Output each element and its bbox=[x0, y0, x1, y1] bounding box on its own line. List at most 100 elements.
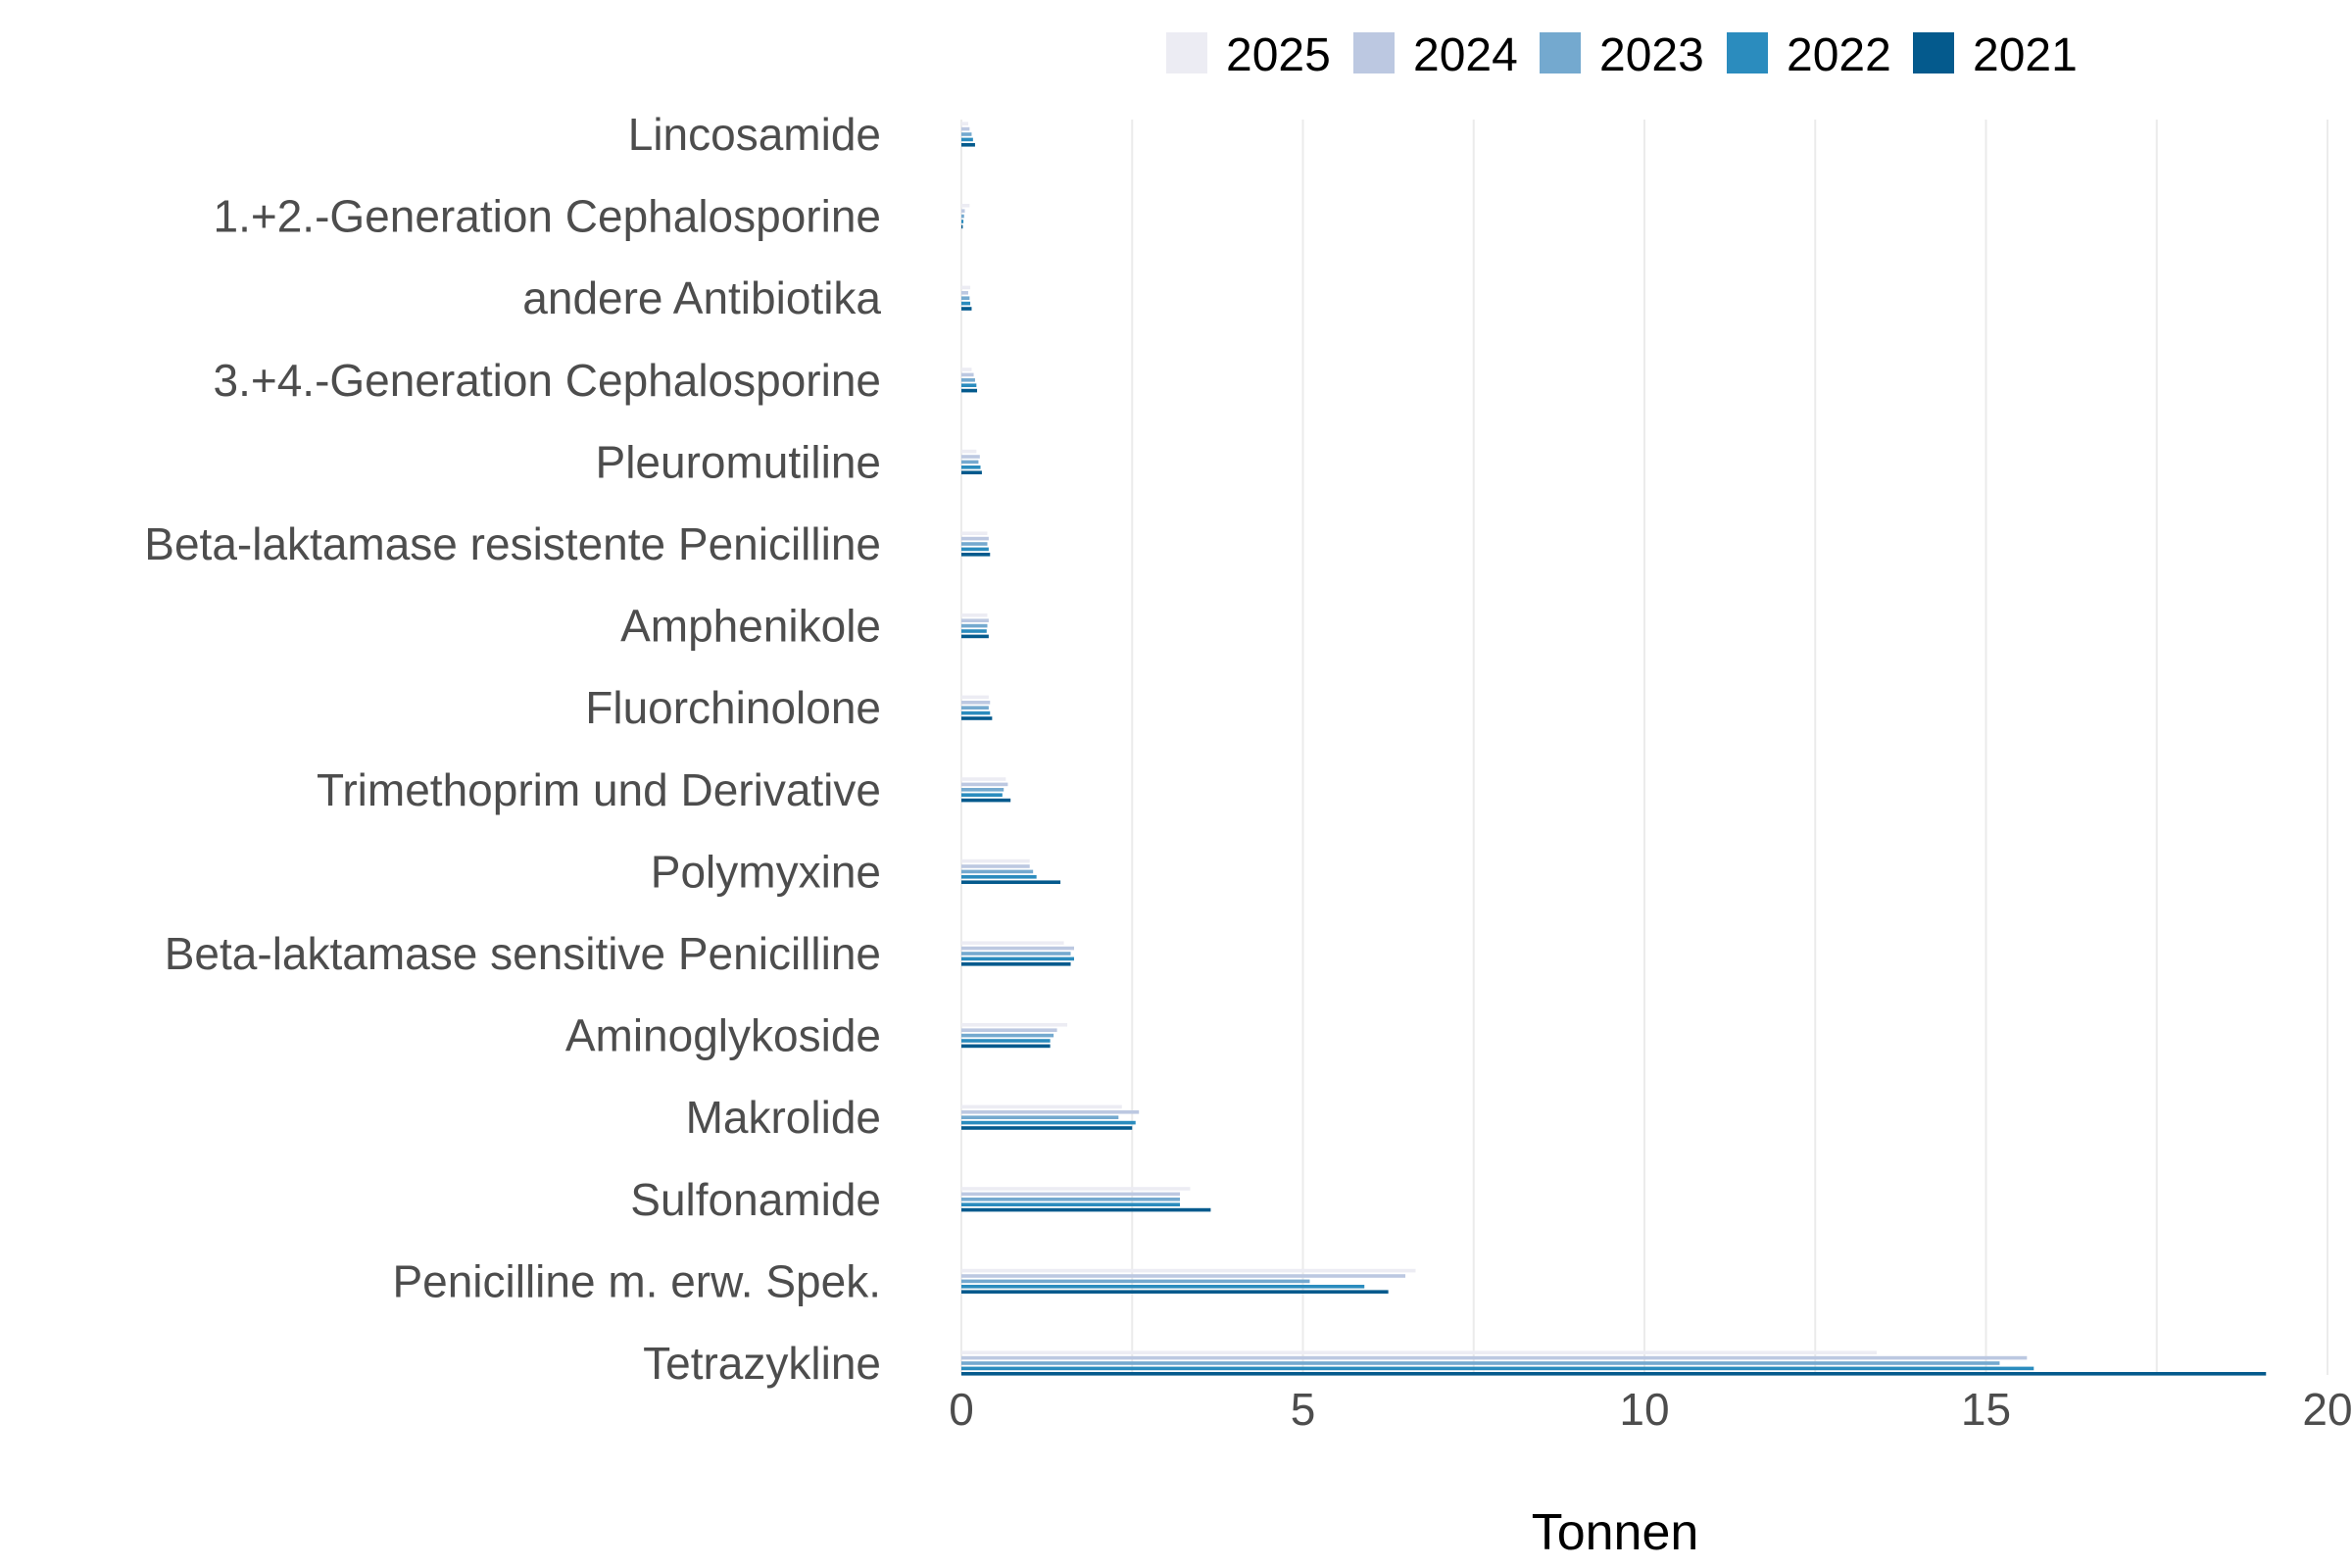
bar-2025-trimethoprim-und-derivative bbox=[961, 777, 1006, 781]
bar-2024-sulfonamide bbox=[961, 1192, 1181, 1197]
legend-item-2022: 2022 bbox=[1727, 29, 1891, 81]
legend-swatch bbox=[1727, 32, 1768, 74]
legend-item-2021: 2021 bbox=[1913, 29, 2078, 81]
category-label: Penicilline m. erw. Spek. bbox=[392, 1255, 881, 1306]
bar-2021-1-2-generation-cephalosporine bbox=[961, 224, 963, 229]
legend: 2025 2024 2023 2022 2021 bbox=[1166, 29, 2078, 81]
bar-2023-tetrazykline bbox=[961, 1361, 2000, 1365]
bar-2023-aminoglykoside bbox=[961, 1033, 1054, 1038]
bar-2024-makrolide bbox=[961, 1110, 1140, 1114]
grid-lines bbox=[960, 120, 2328, 1375]
bar-2022-tetrazykline bbox=[961, 1366, 2034, 1371]
bar-2022-aminoglykoside bbox=[961, 1039, 1051, 1043]
bar-2024-penicilline-m-erw-spek bbox=[961, 1274, 1406, 1278]
bar-2024-andere-antibiotika bbox=[961, 291, 968, 295]
bar-2023-makrolide bbox=[961, 1115, 1119, 1119]
bar-2023-penicilline-m-erw-spek bbox=[961, 1279, 1310, 1284]
x-tick-label: 15 bbox=[1961, 1384, 2011, 1435]
bar-2025-makrolide bbox=[961, 1104, 1122, 1109]
bar-2023-andere-antibiotika bbox=[961, 296, 970, 300]
bar-2023-fluorchinolone bbox=[961, 706, 989, 710]
bar-2024-beta-laktamase-resistente-penicilline bbox=[961, 536, 989, 541]
category-labels: Lincosamide 1.+2.-Generation Cephalospori… bbox=[144, 109, 881, 1389]
legend-label: 2022 bbox=[1787, 29, 1891, 81]
bar-2021-3-4-generation-cephalosporine bbox=[961, 388, 978, 393]
category-label: Pleuromutiline bbox=[596, 436, 881, 487]
bar-2021-tetrazykline bbox=[961, 1372, 2267, 1376]
bar-2025-penicilline-m-erw-spek bbox=[961, 1268, 1416, 1273]
bar-2022-andere-antibiotika bbox=[961, 301, 971, 306]
bar-2024-tetrazykline bbox=[961, 1355, 2028, 1360]
bar-2021-aminoglykoside bbox=[961, 1044, 1051, 1049]
bar-2021-trimethoprim-und-derivative bbox=[961, 798, 1011, 803]
bar-2021-makrolide bbox=[961, 1126, 1133, 1130]
bar-2021-sulfonamide bbox=[961, 1207, 1211, 1212]
bar-2022-makrolide bbox=[961, 1120, 1136, 1125]
bar-2021-andere-antibiotika bbox=[961, 307, 972, 311]
bar-2022-lincosamide bbox=[961, 137, 973, 142]
category-label: Aminoglykoside bbox=[565, 1010, 881, 1061]
bar-2021-amphenikole bbox=[961, 634, 989, 639]
bar-2024-pleuromutiline bbox=[961, 455, 980, 459]
x-tick-label: 0 bbox=[949, 1384, 974, 1435]
x-tick-labels: 0 5 10 15 20 bbox=[949, 1384, 2352, 1435]
legend-label: 2024 bbox=[1413, 29, 1518, 81]
bar-2024-polymyxine bbox=[961, 864, 1030, 868]
bar-2025-3-4-generation-cephalosporine bbox=[961, 368, 972, 371]
bar-2023-amphenikole bbox=[961, 623, 988, 628]
legend-swatch bbox=[1166, 32, 1207, 74]
bars bbox=[961, 122, 2267, 1376]
bar-2023-beta-laktamase-resistente-penicilline bbox=[961, 542, 988, 546]
bar-2021-pleuromutiline bbox=[961, 470, 982, 474]
category-label: Makrolide bbox=[686, 1092, 881, 1143]
bar-2021-lincosamide bbox=[961, 143, 975, 147]
bar-2024-amphenikole bbox=[961, 618, 989, 622]
category-label: 3.+4.-Generation Cephalosporine bbox=[213, 355, 881, 406]
legend-swatch bbox=[1913, 32, 1954, 74]
bar-2024-beta-laktamase-sensitive-penicilline bbox=[961, 946, 1074, 951]
x-tick-label: 10 bbox=[1619, 1384, 1669, 1435]
legend-item-2025: 2025 bbox=[1166, 29, 1331, 81]
bar-2022-3-4-generation-cephalosporine bbox=[961, 383, 977, 387]
bar-2023-beta-laktamase-sensitive-penicilline bbox=[961, 952, 1071, 956]
bar-2023-3-4-generation-cephalosporine bbox=[961, 378, 975, 382]
bar-2021-beta-laktamase-resistente-penicilline bbox=[961, 553, 991, 557]
category-label: Tetrazykline bbox=[643, 1338, 881, 1389]
category-label: Sulfonamide bbox=[630, 1174, 881, 1225]
legend-item-2024: 2024 bbox=[1353, 29, 1518, 81]
bar-2025-beta-laktamase-sensitive-penicilline bbox=[961, 941, 1064, 945]
x-tick-label: 20 bbox=[2302, 1384, 2352, 1435]
bar-2022-beta-laktamase-resistente-penicilline bbox=[961, 547, 989, 552]
bar-2025-fluorchinolone bbox=[961, 695, 989, 700]
bar-2023-sulfonamide bbox=[961, 1198, 1181, 1201]
bar-2023-1-2-generation-cephalosporine bbox=[961, 214, 964, 219]
bar-2025-1-2-generation-cephalosporine bbox=[961, 204, 970, 208]
category-label: 1.+2.-Generation Cephalosporine bbox=[213, 191, 881, 242]
bar-2023-polymyxine bbox=[961, 869, 1034, 874]
bar-2025-andere-antibiotika bbox=[961, 285, 971, 290]
bar-2025-sulfonamide bbox=[961, 1187, 1191, 1191]
category-label: Fluorchinolone bbox=[585, 682, 881, 733]
legend-label: 2025 bbox=[1226, 29, 1331, 81]
bar-2025-tetrazykline bbox=[961, 1350, 1877, 1354]
bar-2024-1-2-generation-cephalosporine bbox=[961, 209, 965, 213]
bar-2025-amphenikole bbox=[961, 613, 988, 617]
bar-2022-pleuromutiline bbox=[961, 466, 981, 469]
bar-2025-pleuromutiline bbox=[961, 449, 977, 454]
bar-2025-beta-laktamase-resistente-penicilline bbox=[961, 531, 988, 535]
bar-2025-polymyxine bbox=[961, 858, 1030, 863]
bar-2022-fluorchinolone bbox=[961, 710, 991, 715]
x-axis-title: Tonnen bbox=[1532, 1504, 1699, 1561]
category-label: Polymyxine bbox=[651, 846, 881, 897]
bar-2022-1-2-generation-cephalosporine bbox=[961, 220, 964, 223]
bar-2023-lincosamide bbox=[961, 132, 972, 136]
legend-swatch bbox=[1353, 32, 1395, 74]
legend-label: 2021 bbox=[1973, 29, 2078, 81]
bar-2021-penicilline-m-erw-spek bbox=[961, 1290, 1389, 1294]
bar-2021-fluorchinolone bbox=[961, 716, 993, 720]
bar-2022-polymyxine bbox=[961, 875, 1037, 879]
category-label: Beta-laktamase sensitive Penicilline bbox=[165, 928, 881, 979]
category-label: Lincosamide bbox=[628, 109, 881, 160]
legend-swatch bbox=[1540, 32, 1581, 74]
